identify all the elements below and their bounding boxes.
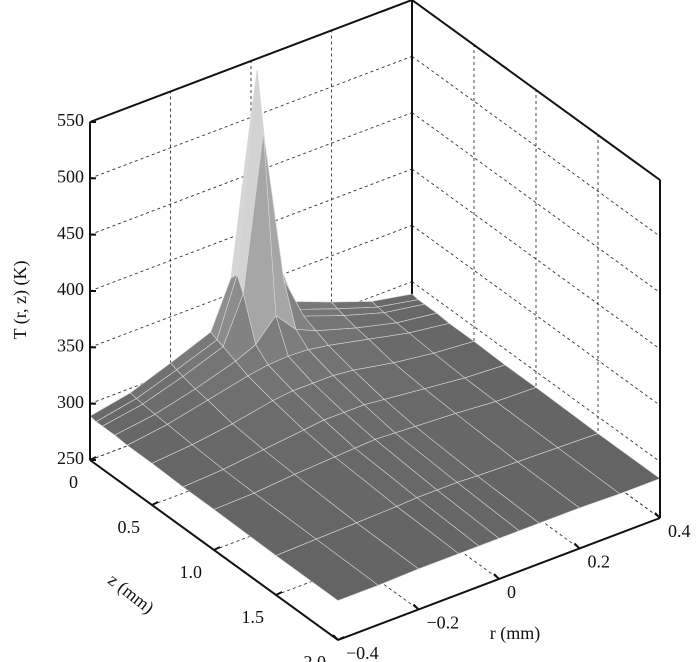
tick-mark — [493, 573, 500, 580]
z-tick-label: 0.5 — [118, 517, 141, 537]
t-tick-label: 450 — [57, 223, 84, 243]
t-axis-label: T (r, z) (K) — [10, 261, 31, 340]
tick-mark — [573, 542, 581, 550]
tick-mark — [654, 512, 661, 519]
z-axis-label: z (mm) — [104, 569, 158, 618]
z-tick-label: 1.5 — [242, 607, 265, 627]
tick-mark — [337, 636, 345, 641]
t-tick-label: 550 — [57, 110, 84, 130]
box-edge — [89, 0, 413, 123]
tick-mark — [332, 634, 339, 641]
z-tick-label: 0 — [69, 472, 78, 492]
r-axis-label: r (mm) — [490, 623, 540, 644]
t-tick-label: 300 — [57, 392, 84, 412]
r-tick-label: 0.2 — [588, 552, 611, 572]
tick-mark — [89, 456, 97, 461]
tick-mark — [412, 603, 420, 611]
r-tick-label: −0.4 — [346, 643, 379, 662]
t-tick-label: 350 — [57, 335, 84, 355]
t-tick-label: 500 — [57, 166, 84, 186]
surface-cell — [296, 308, 345, 317]
z-tick-label: 1.0 — [180, 562, 203, 582]
box-edge — [411, 0, 661, 181]
r-tick-label: 0 — [507, 582, 516, 602]
t-tick-label: 250 — [57, 448, 84, 468]
surface-cell — [275, 538, 379, 601]
tick-mark — [213, 546, 221, 551]
z-tick-label: 2.0 — [304, 652, 327, 662]
tick-mark — [151, 501, 159, 506]
r-tick-label: 0.4 — [668, 521, 691, 541]
t-tick-label: 400 — [57, 279, 84, 299]
r-tick-label: −0.2 — [427, 613, 460, 633]
tick-mark — [275, 591, 283, 596]
